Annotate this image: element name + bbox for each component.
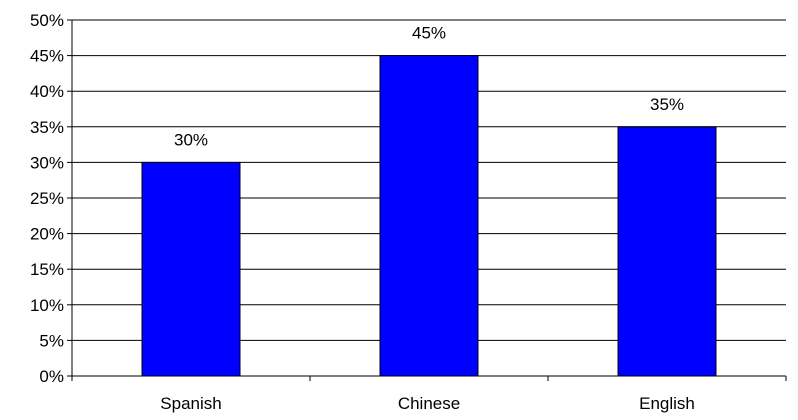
y-tick-label: 0% [39,367,64,386]
y-tick-label: 50% [30,11,64,30]
y-tick-label: 25% [30,189,64,208]
data-label-spanish: 30% [174,130,208,149]
y-tick-label: 35% [30,118,64,137]
y-tick-label: 10% [30,296,64,315]
x-axis-ticks: Spanish Chinese English [71,376,787,413]
y-tick-label: 15% [30,260,64,279]
bar-spanish [141,161,241,377]
x-tick-label-spanish: Spanish [160,394,221,413]
y-tick-label: 40% [30,82,64,101]
data-label-english: 35% [650,95,684,114]
data-labels: 30% 45% 35% [174,24,684,150]
data-label-chinese: 45% [412,24,446,43]
bars [141,55,717,377]
y-tick-label: 20% [30,225,64,244]
x-tick-label-english: English [639,394,695,413]
bar-english [617,126,717,377]
y-tick-label: 30% [30,153,64,172]
y-tick-label: 45% [30,47,64,66]
y-tick-label: 5% [39,331,64,350]
x-tick-label-chinese: Chinese [398,394,460,413]
y-axis-ticks: 0% 5% 10% 15% 20% 25% 30% 35% 40% 45% 50% [30,11,72,386]
bar-chinese [379,55,479,377]
